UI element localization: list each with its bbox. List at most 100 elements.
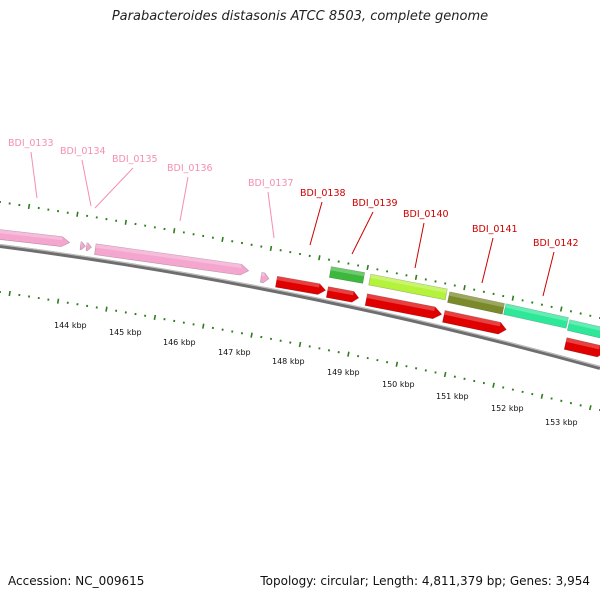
olive-feature-shine (448, 291, 505, 308)
outer-major-tick (414, 274, 418, 280)
scale-label-145-kbp: 145 kbp (109, 328, 142, 337)
gene-bar-BDI_0136 (94, 243, 250, 276)
scale-label-149-kbp: 149 kbp (327, 368, 360, 377)
gene-bar-BDI_0134-body (79, 241, 86, 251)
outer-tick-track (0, 200, 600, 320)
outer-minor-tick (531, 301, 534, 304)
genome-summary-text: Topology: circular; Length: 4,811,379 bp… (260, 574, 590, 588)
teal-feature-a-shine (505, 303, 569, 322)
leader-line-BDI_0142 (542, 251, 555, 297)
green-feature-body (328, 266, 366, 284)
outer-major-tick (318, 255, 321, 261)
inner-major-tick (588, 405, 592, 411)
teal-feature-a-body (503, 303, 569, 329)
scale-label-147-kbp: 147 kbp (218, 348, 251, 357)
feature-track (328, 266, 600, 341)
gene-bar-BDI_0142-shine (565, 337, 600, 350)
green-feature (328, 266, 366, 284)
lime-feature-body (368, 273, 448, 301)
backbone-track (0, 243, 600, 370)
gene-label-BDI_0139: BDI_0139 (352, 198, 398, 209)
olive-feature-body (447, 291, 505, 315)
outer-major-tick (173, 228, 176, 234)
lime-feature (368, 273, 448, 301)
leader-line-BDI_0134 (81, 159, 92, 207)
olive-feature (447, 291, 505, 315)
outer-major-tick (511, 295, 515, 301)
gene-label-BDI_0133: BDI_0133 (8, 138, 54, 149)
outer-minor-tick (540, 303, 544, 306)
outer-major-tick (269, 245, 273, 252)
gene-bar-BDI_0139-shine (327, 286, 354, 296)
gene-label-BDI_0137: BDI_0137 (248, 178, 294, 189)
teal-feature-a (503, 303, 569, 329)
gene-bar-BDI_0140-shine (366, 293, 436, 312)
inner-major-tick (8, 290, 11, 297)
gene-bar-BDI_0139-body (325, 286, 360, 303)
gene-bar-BDI_0137 (259, 272, 270, 284)
scale-label-152-kbp: 152 kbp (491, 404, 524, 413)
gene-bar-BDI_0141-body (442, 310, 507, 335)
outer-major-tick (76, 211, 79, 217)
teal-feature-b (566, 319, 600, 341)
inner-major-tick (153, 314, 157, 321)
leader-line-BDI_0141 (481, 237, 494, 284)
inner-major-tick (250, 332, 253, 338)
gene-bar-BDI_0140-body (364, 293, 443, 320)
gene-bar-BDI_0140 (364, 293, 443, 320)
gene-label-BDI_0141: BDI_0141 (472, 224, 518, 235)
leader-line-BDI_0133 (30, 151, 38, 199)
scale-label-150-kbp: 150 kbp (382, 380, 415, 389)
gene-label-layer: BDI_0133 BDI_0134 BDI_0135 BDI_0136 BDI_0137… (8, 138, 579, 297)
inner-major-tick (298, 341, 302, 348)
inner-major-tick (347, 351, 350, 357)
leader-line-BDI_0135 (94, 167, 134, 209)
outer-minor-tick (569, 310, 573, 313)
inner-minor-tick (453, 375, 456, 378)
outer-minor-tick (405, 274, 408, 277)
gene-label-BDI_0142: BDI_0142 (533, 238, 579, 249)
gene-bar-BDI_0133-body (0, 228, 71, 247)
outer-minor-tick (579, 312, 582, 315)
inner-major-tick (56, 298, 60, 304)
outer-major-tick (559, 306, 563, 312)
gene-bar-BDI_0135-body (85, 242, 92, 252)
outer-major-tick (221, 236, 224, 243)
gene-bar-BDI_0138-body (275, 275, 327, 295)
gene-bar-BDI_0134-shine (80, 241, 82, 245)
gene-bar-BDI_0138-shine (276, 276, 320, 288)
leader-line-BDI_0136 (179, 176, 189, 222)
gene-label-BDI_0140: BDI_0140 (403, 209, 449, 220)
backbone-line (0, 244, 600, 370)
gene-bar-BDI_0135-shine (86, 242, 88, 246)
gene-bar-BDI_0139 (325, 286, 360, 303)
gene-bar-BDI_0133 (0, 228, 71, 247)
inner-major-tick (540, 393, 544, 399)
backbone-highlight (0, 243, 600, 368)
leader-line-BDI_0140 (414, 222, 425, 269)
teal-feature-b-body (566, 319, 600, 341)
scale-label-151-kbp: 151 kbp (436, 392, 469, 401)
leader-line-BDI_0138 (309, 201, 323, 246)
lime-feature-shine (370, 274, 448, 293)
inner-major-tick (105, 306, 108, 312)
inner-minor-tick (531, 392, 534, 396)
gene-bar-BDI_0135 (85, 242, 92, 252)
gene-track (0, 228, 600, 358)
gene-bar-BDI_0133-shine (0, 228, 63, 241)
leader-line-BDI_0139 (351, 211, 374, 255)
scale-label-148-kbp: 148 kbp (272, 357, 305, 366)
gene-bar-BDI_0136-shine (95, 243, 242, 269)
gene-bar-BDI_0142 (563, 337, 600, 358)
gene-bar-BDI_0137-body (259, 272, 270, 284)
scale-label-144-kbp: 144 kbp (54, 321, 87, 330)
scale-label-layer: 144 kbp 145 kbp 146 kbp 147 kbp 148 kbp 149 k… (54, 321, 578, 427)
green-feature-shine (330, 266, 365, 277)
outer-major-tick (463, 285, 466, 291)
outer-major-tick (27, 203, 31, 210)
leader-line-BDI_0137 (267, 191, 275, 239)
gene-label-BDI_0134: BDI_0134 (60, 146, 106, 157)
accession-text: Accession: NC_009615 (8, 574, 145, 588)
